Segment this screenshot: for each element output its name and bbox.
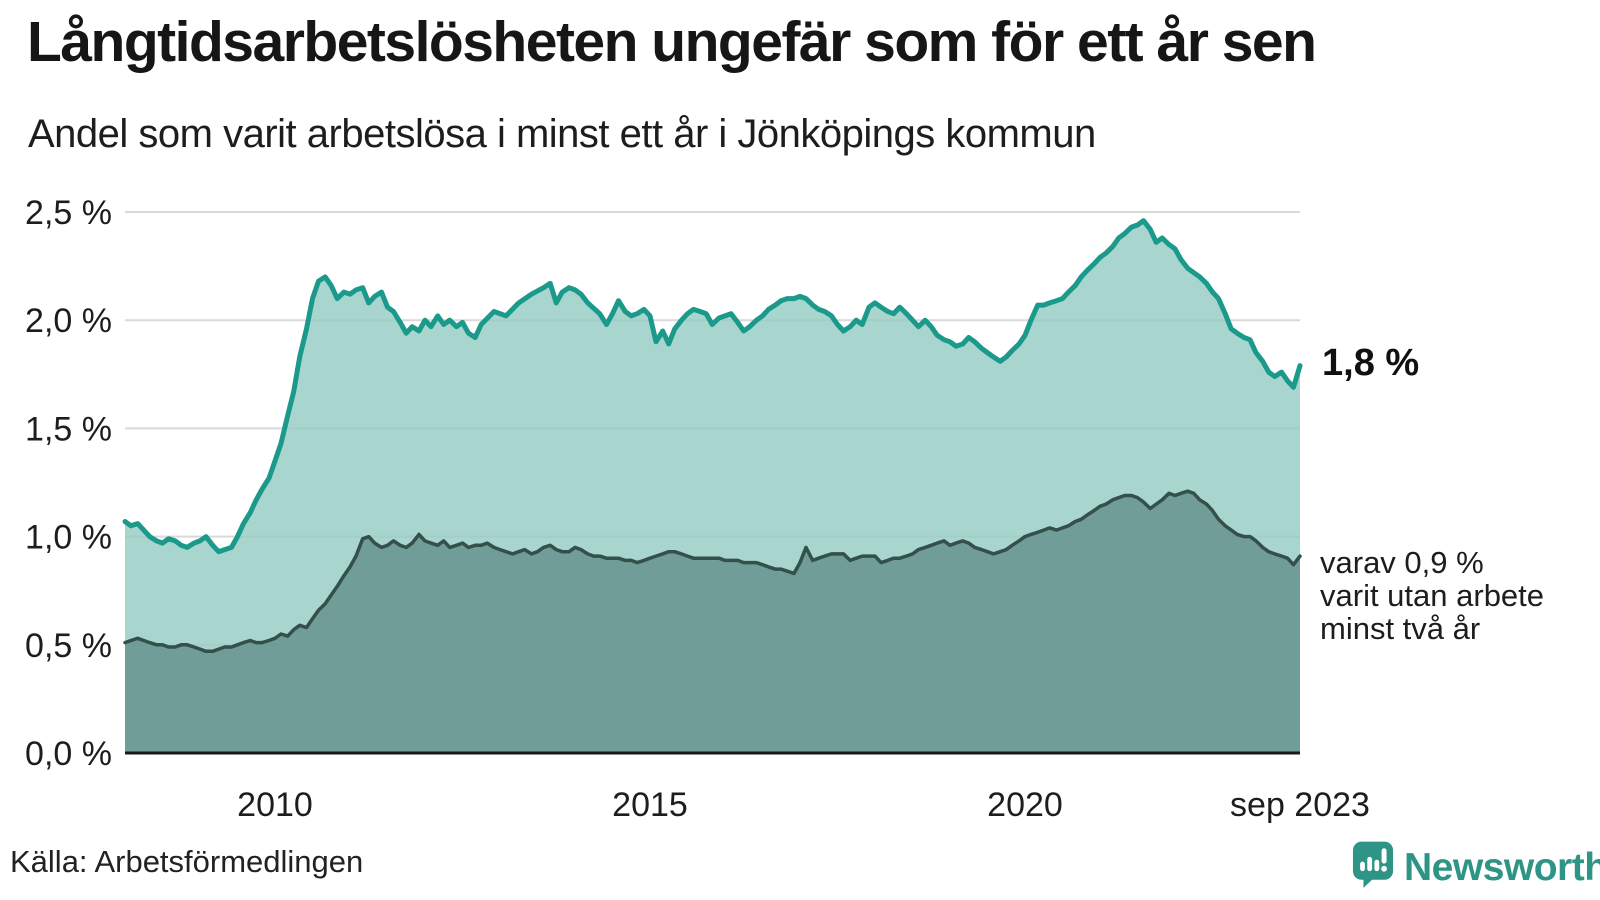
end-value-label-total: 1,8 % <box>1322 342 1420 384</box>
brand-name: Newsworthy <box>1404 846 1600 889</box>
newsworthy-speech-bubble-icon <box>1352 841 1394 888</box>
y-tick-label: 1,5 % <box>25 410 112 448</box>
x-tick-label: 2020 <box>987 786 1063 824</box>
y-tick-label: 1,0 % <box>25 519 112 557</box>
y-tick-label: 2,0 % <box>25 302 112 340</box>
brand-logo: Newsworthy <box>1352 840 1600 890</box>
page-title: Långtidsarbetslösheten ungefär som för e… <box>27 10 1317 74</box>
y-tick-label: 0,5 % <box>25 627 112 665</box>
end-value-label-two-years: varav 0,9 % varit utan arbete minst två … <box>1320 545 1545 647</box>
source-note: Källa: Arbetsförmedlingen <box>10 844 364 879</box>
y-tick-label: 0,0 % <box>25 735 112 773</box>
x-tick-label: 2015 <box>612 786 688 824</box>
page-subtitle: Andel som varit arbetslösa i minst ett å… <box>28 112 1096 156</box>
x-tick-label: 2010 <box>237 786 313 824</box>
x-tick-label: sep 2023 <box>1230 786 1370 824</box>
area-fill-two-years <box>125 491 1300 753</box>
line-total <box>122 218 1303 555</box>
y-tick-label: 2,5 % <box>25 194 112 232</box>
line-two-years <box>123 489 1302 654</box>
